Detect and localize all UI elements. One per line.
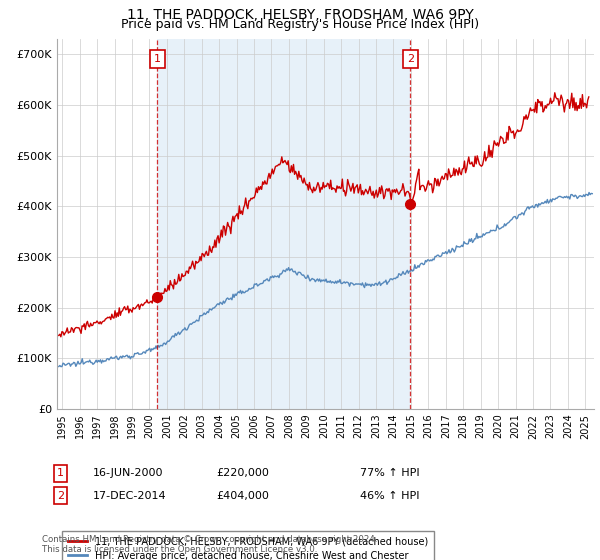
Text: 2: 2 [407, 54, 414, 64]
Legend: 11, THE PADDOCK, HELSBY, FRODSHAM, WA6 9PY (detached house), HPI: Average price,: 11, THE PADDOCK, HELSBY, FRODSHAM, WA6 9… [62, 531, 434, 560]
Text: £404,000: £404,000 [216, 491, 269, 501]
Text: Price paid vs. HM Land Registry's House Price Index (HPI): Price paid vs. HM Land Registry's House … [121, 18, 479, 31]
Text: 77% ↑ HPI: 77% ↑ HPI [360, 468, 419, 478]
Text: 11, THE PADDOCK, HELSBY, FRODSHAM, WA6 9PY: 11, THE PADDOCK, HELSBY, FRODSHAM, WA6 9… [127, 8, 473, 22]
Bar [157, 39, 410, 409]
Text: 2: 2 [57, 491, 64, 501]
Text: 1: 1 [57, 468, 64, 478]
Text: 1: 1 [154, 54, 161, 64]
Text: 17-DEC-2014: 17-DEC-2014 [93, 491, 167, 501]
Text: Contains HM Land Registry data © Crown copyright and database right 2024.
This d: Contains HM Land Registry data © Crown c… [42, 535, 377, 554]
Text: 16-JUN-2000: 16-JUN-2000 [93, 468, 163, 478]
Text: 46% ↑ HPI: 46% ↑ HPI [360, 491, 419, 501]
Text: £220,000: £220,000 [216, 468, 269, 478]
